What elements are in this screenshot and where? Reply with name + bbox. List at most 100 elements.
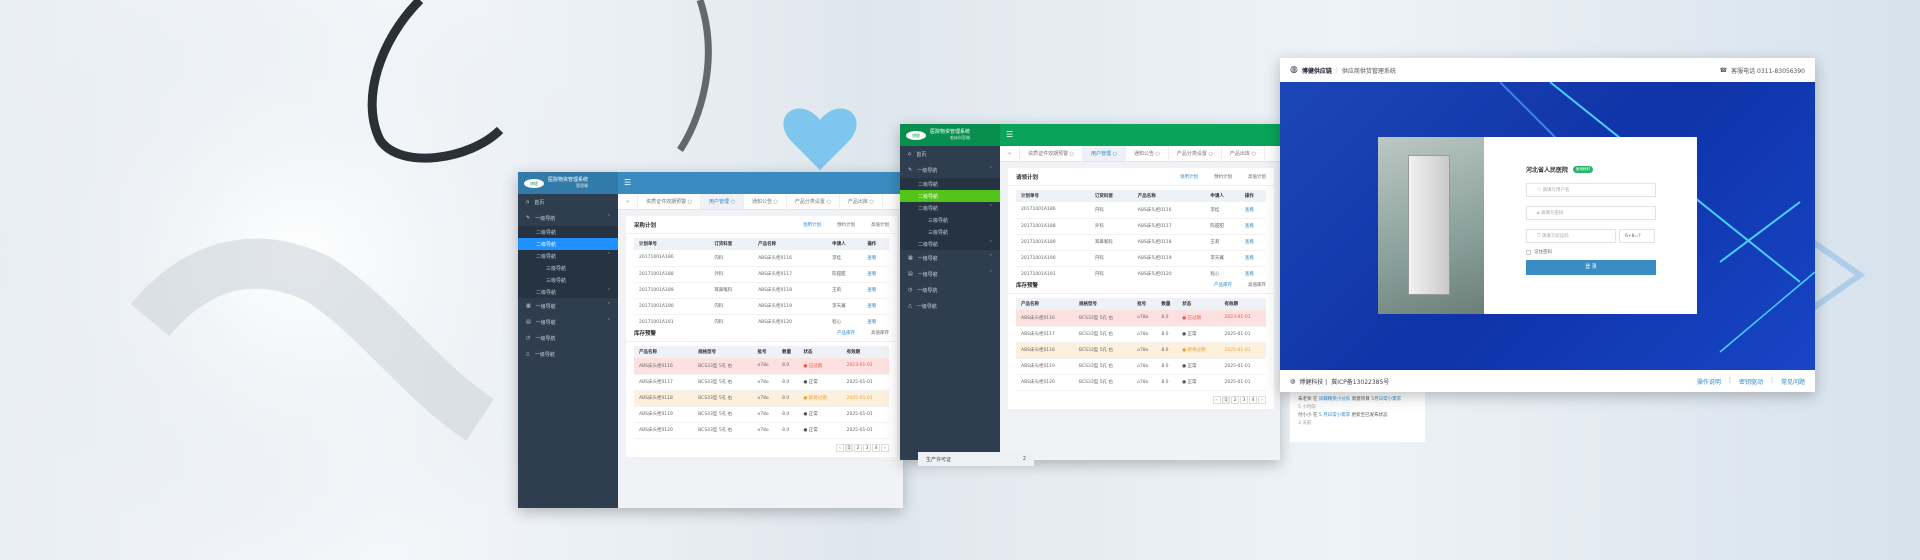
sidebar-item[interactable]: ✎ 一级导航 ˆ bbox=[900, 162, 1000, 178]
remember-checkbox[interactable] bbox=[1526, 249, 1531, 255]
tab[interactable]: 产品分类设置 ○ bbox=[787, 194, 840, 209]
sidebar-item[interactable]: 三级导航 bbox=[900, 214, 1000, 226]
card-tab[interactable]: 高值计划 bbox=[1248, 174, 1266, 180]
card-title: 库存预警 bbox=[1016, 282, 1039, 289]
sidebar-item[interactable]: △ 一级导航 bbox=[518, 346, 618, 362]
sidebar-item[interactable]: ⌂ 首页 bbox=[900, 146, 1000, 162]
view-link[interactable]: 查看 bbox=[862, 266, 889, 283]
sidebar-item[interactable]: 二级导航 ˆ bbox=[900, 202, 1000, 214]
card-tab[interactable]: 高值计划 bbox=[871, 222, 889, 228]
card-tab[interactable]: 领用计划 bbox=[1180, 174, 1198, 180]
activity-target[interactable]: 5月日常小需求 bbox=[1371, 397, 1402, 402]
sidebar-item-label: 一级导航 bbox=[535, 215, 556, 222]
phone-icon: ☎ bbox=[1719, 66, 1728, 74]
tab[interactable]: 通知公告 ○ bbox=[1126, 146, 1169, 161]
card-tab[interactable]: 预约计划 bbox=[1214, 174, 1232, 180]
sidebar-item[interactable]: △ 一级导航 bbox=[900, 298, 1000, 314]
menu-toggle-icon[interactable]: ☰ bbox=[624, 178, 632, 187]
table-cell: 8.0 bbox=[1156, 310, 1178, 327]
sidebar-item[interactable]: ⌂ 首页 bbox=[518, 194, 618, 210]
menu-toggle-icon[interactable]: ☰ bbox=[1006, 130, 1014, 139]
page-button[interactable]: 1 bbox=[845, 443, 853, 452]
link-faq[interactable]: 常见问题 bbox=[1780, 378, 1805, 386]
page-button[interactable]: 4 bbox=[1249, 395, 1257, 404]
column-header: 操作 bbox=[1239, 190, 1266, 202]
card-tab[interactable]: 高值库存 bbox=[871, 330, 889, 336]
view-link[interactable]: 查看 bbox=[862, 298, 889, 315]
view-link[interactable]: 查看 bbox=[1239, 218, 1266, 235]
sidebar-item[interactable]: 二级导航 ˆ bbox=[518, 250, 618, 262]
page-button[interactable]: 4 bbox=[872, 443, 880, 452]
password-input[interactable]: 🔒︎ 请填写密码 bbox=[1526, 206, 1656, 220]
tabs-back-icon[interactable]: « bbox=[1000, 146, 1021, 161]
activity-item: 付小小 在 5 月日常小需求 更新至已发布状态 bbox=[1298, 412, 1417, 418]
username-input[interactable]: ⚇ 请填写用户名 bbox=[1526, 183, 1656, 197]
table-cell: 20171001A186 bbox=[634, 250, 710, 267]
tab[interactable]: 产品出库 ○ bbox=[840, 194, 883, 209]
table-cell: 8.0 bbox=[777, 406, 799, 423]
sidebar-item[interactable]: 二级导航 bbox=[900, 190, 1000, 202]
tab[interactable]: 资质证件效期预警 ○ bbox=[1020, 146, 1084, 161]
sidebar-item[interactable]: 三级导航 bbox=[900, 226, 1000, 238]
page-button[interactable]: ‹ bbox=[836, 443, 844, 452]
sidebar-item-label: 二级导航 bbox=[918, 241, 939, 248]
sidebar-item[interactable]: ▦ 一级导航 ˇ bbox=[518, 298, 618, 314]
sidebar-item[interactable]: 三级导航 bbox=[518, 262, 618, 274]
page-button[interactable]: 1 bbox=[1222, 395, 1230, 404]
card-tab[interactable]: 产品库存 bbox=[1214, 282, 1232, 288]
card-tab[interactable]: 高值库存 bbox=[1248, 282, 1266, 288]
login-button[interactable]: 登 录 bbox=[1526, 260, 1656, 275]
view-link[interactable]: 查看 bbox=[1239, 250, 1266, 267]
page-button[interactable]: 2 bbox=[854, 443, 862, 452]
table-cell: o78o bbox=[752, 422, 778, 439]
tab[interactable]: 产品出库 ○ bbox=[1222, 146, 1265, 161]
captcha-input[interactable]: ⛉ 请填写验证码 bbox=[1526, 229, 1616, 243]
sidebar-item[interactable]: 三级导航 bbox=[518, 274, 618, 286]
table-cell: BCS33型 5孔 右 bbox=[1074, 358, 1133, 375]
sidebar-item[interactable]: 二级导航 bbox=[518, 226, 618, 238]
sidebar-item-label: 一级导航 bbox=[534, 351, 555, 358]
sidebar-item[interactable]: 二级导航 ˇ bbox=[900, 238, 1000, 250]
view-link[interactable]: 查看 bbox=[862, 282, 889, 299]
chevron-down-icon: ˇ bbox=[989, 255, 993, 261]
link-manual[interactable]: 操作说明 bbox=[1696, 378, 1721, 386]
sidebar-item[interactable]: ◷ 一级导航 bbox=[518, 330, 618, 346]
link-key-driver[interactable]: 密钥驱动 bbox=[1738, 378, 1763, 386]
table-cell: ● 已过期 bbox=[1177, 310, 1220, 327]
view-link[interactable]: 查看 bbox=[1239, 234, 1266, 251]
sidebar-item[interactable]: 二级导航 bbox=[518, 238, 618, 250]
sidebar-item[interactable]: ▤ 一级导航 ˇ bbox=[900, 266, 1000, 282]
page-button[interactable]: 3 bbox=[863, 443, 871, 452]
login-hero: 河北省人民医院 医用耗材 ⚇ 请填写用户名 🔒︎ 请填写密码 ⛉ 请填写验证码 6… bbox=[1280, 82, 1815, 370]
tab[interactable]: 资质证件效期预警 ○ bbox=[638, 194, 702, 209]
card-title: 库存预警 bbox=[634, 330, 657, 337]
tab[interactable]: 用户管理 ○ bbox=[701, 194, 744, 209]
sidebar-item[interactable]: ▦ 一级导航 ˇ bbox=[900, 250, 1000, 266]
captcha-image[interactable]: 6+8=? bbox=[1619, 229, 1655, 243]
view-link[interactable]: 查看 bbox=[862, 250, 889, 267]
page-button[interactable]: 3 bbox=[1240, 395, 1248, 404]
page-button[interactable]: › bbox=[1258, 395, 1266, 404]
sidebar-item[interactable]: ✎ 一级导航 ˆ bbox=[518, 210, 618, 226]
view-link[interactable]: 查看 bbox=[1239, 202, 1266, 219]
page-button[interactable]: 2 bbox=[1231, 395, 1239, 404]
tab[interactable]: 用户管理 ○ bbox=[1083, 146, 1126, 161]
sidebar-item[interactable]: 二级导航 ˇ bbox=[518, 286, 618, 298]
card-tab[interactable]: 预约计划 bbox=[837, 222, 855, 228]
tab[interactable]: 通知公告 ○ bbox=[744, 194, 787, 209]
table-cell: 8.0 bbox=[1156, 326, 1178, 343]
page-button[interactable]: › bbox=[881, 443, 889, 452]
card-tab[interactable]: 领用计划 bbox=[803, 222, 821, 228]
tab[interactable]: 产品分类设置 ○ bbox=[1169, 146, 1222, 161]
activity-proj[interactable]: 5 月日常小需求 bbox=[1318, 413, 1351, 418]
card-tab[interactable]: 产品库存 bbox=[837, 330, 855, 336]
sidebar-item[interactable]: ▤ 一级导航 ˇ bbox=[518, 314, 618, 330]
sidebar-item[interactable]: ◷ 一级导航 bbox=[900, 282, 1000, 298]
tabs-back-icon[interactable]: « bbox=[618, 194, 639, 209]
table-row: ABS床头柜0120 BCS33型 5孔 右 o78o 8.0 ● 正常 2025-01-… bbox=[1016, 374, 1266, 391]
page-button[interactable]: ‹ bbox=[1213, 395, 1221, 404]
card-tabs: 产品库存 高值库存 bbox=[1214, 282, 1266, 288]
sidebar-item[interactable]: 二级导航 bbox=[900, 178, 1000, 190]
top-bar: 博健 医院物资管理系统 管理端 ☰ bbox=[518, 172, 903, 194]
activity-proj[interactable]: 凤蝶精英小分队 bbox=[1318, 397, 1351, 402]
